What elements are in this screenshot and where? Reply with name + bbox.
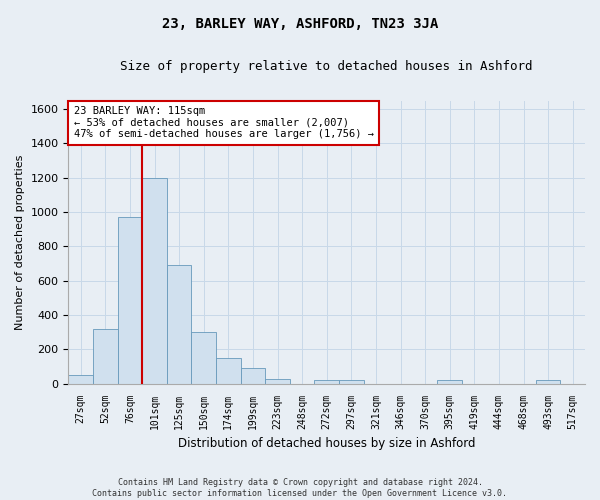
- Bar: [93, 329, 118, 384]
- Text: Contains HM Land Registry data © Crown copyright and database right 2024.
Contai: Contains HM Land Registry data © Crown c…: [92, 478, 508, 498]
- Bar: [314, 380, 339, 384]
- Bar: [437, 380, 462, 384]
- Bar: [339, 380, 364, 384]
- Bar: [216, 358, 241, 384]
- Text: 23 BARLEY WAY: 115sqm
← 53% of detached houses are smaller (2,007)
47% of semi-d: 23 BARLEY WAY: 115sqm ← 53% of detached …: [74, 106, 374, 140]
- Text: 23, BARLEY WAY, ASHFORD, TN23 3JA: 23, BARLEY WAY, ASHFORD, TN23 3JA: [162, 18, 438, 32]
- Bar: [191, 332, 216, 384]
- Bar: [536, 380, 560, 384]
- Bar: [142, 178, 167, 384]
- Bar: [167, 266, 191, 384]
- X-axis label: Distribution of detached houses by size in Ashford: Distribution of detached houses by size …: [178, 437, 475, 450]
- Bar: [241, 368, 265, 384]
- Title: Size of property relative to detached houses in Ashford: Size of property relative to detached ho…: [121, 60, 533, 73]
- Bar: [118, 217, 142, 384]
- Bar: [68, 375, 93, 384]
- Bar: [265, 378, 290, 384]
- Y-axis label: Number of detached properties: Number of detached properties: [15, 154, 25, 330]
